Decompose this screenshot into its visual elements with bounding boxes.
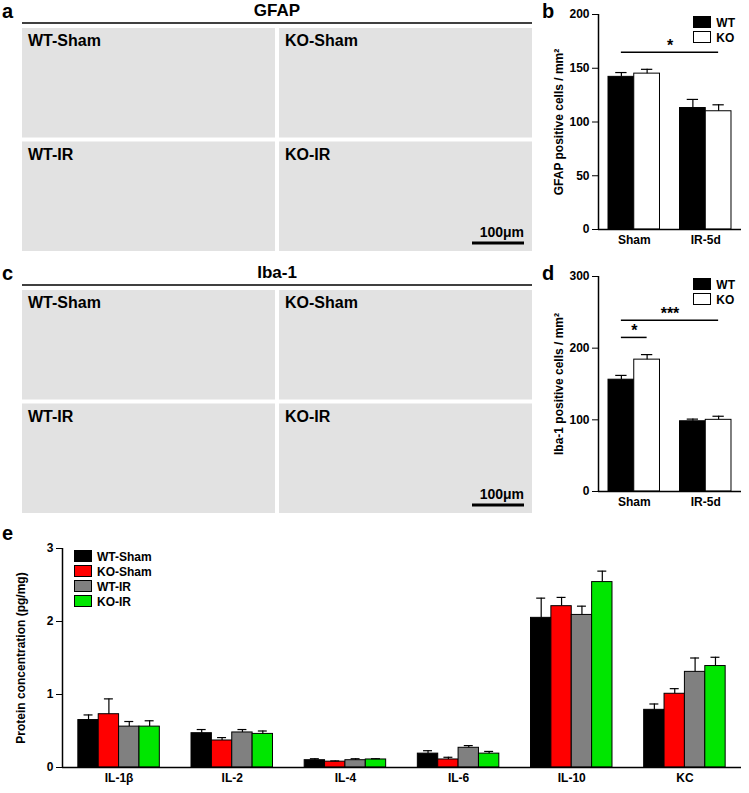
html-text:e: e xyxy=(2,522,14,544)
html-text:c: c xyxy=(2,262,14,284)
svg-text:300: 300 xyxy=(569,269,589,283)
html-text:WT: WT xyxy=(716,278,735,292)
html-text:b: b xyxy=(542,0,555,22)
svg-text:WT-IR: WT-IR xyxy=(28,146,74,163)
svg-text:3: 3 xyxy=(47,541,54,555)
html-text:KO: KO xyxy=(716,31,735,45)
svg-text:150: 150 xyxy=(569,61,589,75)
svg-text:IR-5d: IR-5d xyxy=(691,495,721,509)
svg-text:0: 0 xyxy=(583,484,590,498)
svg-text:KO-Sham: KO-Sham xyxy=(285,294,358,311)
html-text:a: a xyxy=(2,0,14,22)
svg-text:Iba-1: Iba-1 xyxy=(257,263,297,282)
svg-text:0: 0 xyxy=(583,222,590,236)
svg-text:200: 200 xyxy=(569,7,589,21)
svg-text:IL-2: IL-2 xyxy=(222,771,244,785)
svg-text:IL-1β: IL-1β xyxy=(105,771,134,785)
svg-text:WT-Sham: WT-Sham xyxy=(28,294,101,311)
svg-text:200: 200 xyxy=(569,341,589,355)
html-text:KO-IR: KO-IR xyxy=(97,595,131,609)
svg-text:GFAP positive cells / mm²: GFAP positive cells / mm² xyxy=(552,49,566,196)
svg-text:KO-IR: KO-IR xyxy=(285,146,331,163)
svg-text:*: * xyxy=(631,322,638,339)
svg-text:Protein concentration (pg/mg): Protein concentration (pg/mg) xyxy=(14,572,28,743)
html-text:KO-Sham: KO-Sham xyxy=(97,565,152,579)
svg-text:IR-5d: IR-5d xyxy=(691,233,721,247)
svg-text:2: 2 xyxy=(47,614,54,628)
svg-text:100: 100 xyxy=(569,115,589,129)
svg-text:IL-10: IL-10 xyxy=(558,771,586,785)
svg-text:IL-4: IL-4 xyxy=(335,771,357,785)
svg-text:100μm: 100μm xyxy=(480,224,524,240)
svg-text:1: 1 xyxy=(47,687,54,701)
svg-text:Iba-1 positive cells / mm²: Iba-1 positive cells / mm² xyxy=(552,313,566,455)
svg-text:*: * xyxy=(667,37,674,54)
html-text:WT-IR: WT-IR xyxy=(97,580,131,594)
svg-text:WT-IR: WT-IR xyxy=(28,408,74,425)
html-text:WT: WT xyxy=(716,16,735,30)
svg-text:***: *** xyxy=(661,305,680,322)
svg-text:Sham: Sham xyxy=(618,495,651,509)
svg-text:GFAP: GFAP xyxy=(254,1,300,20)
svg-text:KO-IR: KO-IR xyxy=(285,408,331,425)
svg-text:100: 100 xyxy=(569,413,589,427)
svg-text:0: 0 xyxy=(47,760,54,774)
svg-text:50: 50 xyxy=(576,169,590,183)
svg-text:KO-Sham: KO-Sham xyxy=(285,32,358,49)
svg-text:IL-6: IL-6 xyxy=(448,771,470,785)
html-text:KO: KO xyxy=(716,293,735,307)
svg-text:KC: KC xyxy=(676,771,694,785)
svg-text:WT-Sham: WT-Sham xyxy=(28,32,101,49)
html-text:d: d xyxy=(542,262,555,284)
html-text:WT-Sham: WT-Sham xyxy=(97,550,152,564)
svg-text:100μm: 100μm xyxy=(480,486,524,502)
svg-text:Sham: Sham xyxy=(618,233,651,247)
